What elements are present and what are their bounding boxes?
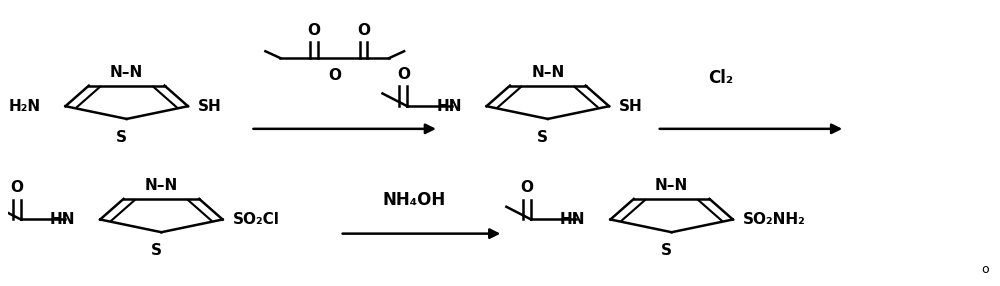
Text: S: S	[661, 243, 672, 258]
Text: S: S	[537, 130, 548, 145]
Text: N–N: N–N	[531, 65, 564, 80]
Text: o: o	[981, 263, 989, 276]
Text: HN: HN	[50, 212, 75, 227]
Text: Cl₂: Cl₂	[709, 69, 734, 87]
Text: N–N: N–N	[145, 178, 178, 193]
Text: H₂N: H₂N	[9, 99, 41, 114]
Text: SO₂Cl: SO₂Cl	[233, 212, 279, 227]
Text: N–N: N–N	[655, 178, 688, 193]
Text: S: S	[116, 130, 127, 145]
Text: HN: HN	[560, 212, 586, 227]
Text: O: O	[397, 67, 410, 82]
Text: SH: SH	[619, 99, 643, 114]
Text: NH₄OH: NH₄OH	[382, 191, 446, 209]
Text: S: S	[151, 243, 162, 258]
Text: HN: HN	[436, 99, 462, 114]
Text: O: O	[307, 23, 320, 38]
Text: SH: SH	[198, 99, 222, 114]
Text: SO₂NH₂: SO₂NH₂	[743, 212, 806, 227]
Text: O: O	[328, 68, 341, 83]
Text: O: O	[521, 180, 534, 195]
Text: O: O	[10, 180, 23, 195]
Text: N–N: N–N	[110, 65, 143, 80]
Text: O: O	[357, 23, 370, 38]
